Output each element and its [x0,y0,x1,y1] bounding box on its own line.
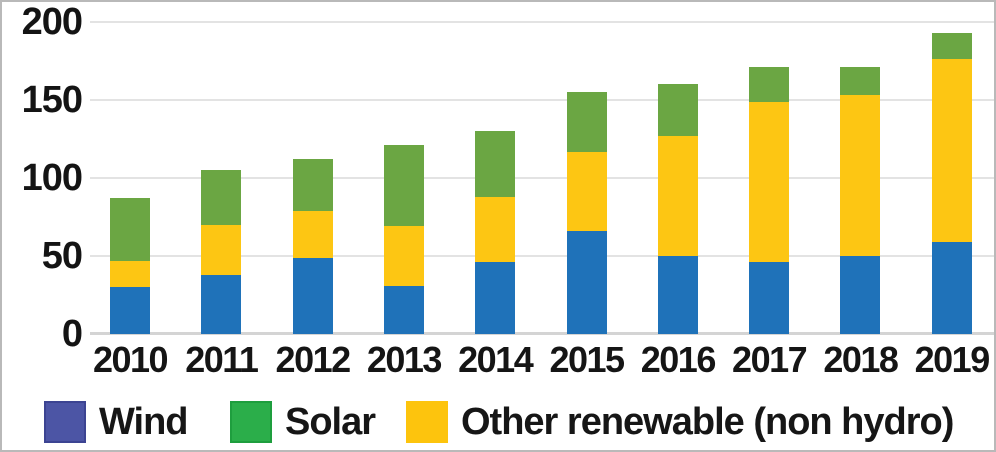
bar-2014 [475,131,516,334]
bar-2010 [110,198,150,334]
legend-swatch-solar-icon [230,401,272,443]
bar-segment-2010-wind [110,287,150,334]
x-axis-label-2017: 2017 [732,339,808,380]
bar-segment-2011-wind [201,274,242,334]
bar-segment-2019-solar [931,32,972,60]
bar-segment-2014-other [475,196,516,263]
gridline-200 [90,21,994,23]
legend-label-other: Other renewable (non hydro) [461,401,954,443]
bar-segment-2017-other [749,101,790,263]
y-axis-label-100: 100 [21,157,83,199]
bar-segment-2012-other [292,210,333,258]
bar-segment-2013-wind [383,285,424,334]
bar-segment-2018-other [840,95,881,256]
bar-segment-2016-wind [657,256,698,334]
y-axis-label-50: 50 [41,235,83,277]
bar-2011 [201,170,242,334]
bar-segment-2019-wind [931,241,972,334]
plot-area [90,21,994,335]
bar-segment-2017-solar [749,67,790,102]
bar-segment-2013-solar [383,145,424,227]
legend-swatch-other-icon [406,401,448,443]
y-axis-label-150: 150 [21,79,83,121]
bar-segment-2015-wind [566,231,607,334]
bar-segment-2011-solar [201,170,242,225]
bar-segment-2014-solar [475,131,516,197]
bar-segment-2013-other [383,226,424,286]
bar-segment-2016-solar [657,84,698,136]
bar-segment-2015-other [566,151,607,232]
legend-label-solar: Solar [285,401,376,443]
bar-segment-2018-solar [840,67,881,96]
x-axis-label-2012: 2012 [275,339,352,380]
bar-2015 [566,92,607,334]
bar-2019 [931,32,972,334]
x-axis-label-2011: 2011 [185,339,259,380]
bar-2018 [840,67,881,334]
x-axis-label-2019: 2019 [914,339,991,380]
x-axis-label-2018: 2018 [823,339,899,380]
bar-segment-2017-wind [749,262,790,334]
gridline-50 [90,255,994,257]
bar-segment-2010-other [110,260,150,288]
legend-swatch-wind-icon [44,401,86,443]
bar-2017 [749,67,790,334]
x-axis-label-2010: 2010 [92,339,169,380]
bar-segment-2012-wind [292,257,333,334]
bar-segment-2019-other [931,59,972,242]
legend-item-solar: Solar [230,396,376,448]
bar-segment-2010-solar [110,198,150,261]
bar-segment-2014-wind [475,262,516,334]
bar-segment-2016-other [657,135,698,256]
bar-segment-2011-other [201,224,242,275]
bar-segment-2018-wind [840,256,881,334]
bar-segment-2015-solar [566,92,607,152]
x-axis-label-2013: 2013 [366,339,443,380]
x-axis-label-2015: 2015 [549,339,625,380]
y-axis-label-0: 0 [61,313,83,355]
legend-label-wind: Wind [99,401,189,443]
bar-2012 [292,159,333,334]
gridline-100 [90,177,994,179]
bar-2016 [657,84,698,334]
y-axis-label-200: 200 [21,1,83,43]
bar-2013 [383,145,424,334]
legend-item-wind: Wind [44,396,189,448]
legend-item-other: Other renewable (non hydro) [406,396,954,448]
gridline-0 [90,332,994,335]
gridline-150 [90,99,994,101]
bar-segment-2012-solar [292,159,333,211]
x-axis-label-2014: 2014 [458,339,534,380]
x-axis-label-2016: 2016 [640,339,717,380]
